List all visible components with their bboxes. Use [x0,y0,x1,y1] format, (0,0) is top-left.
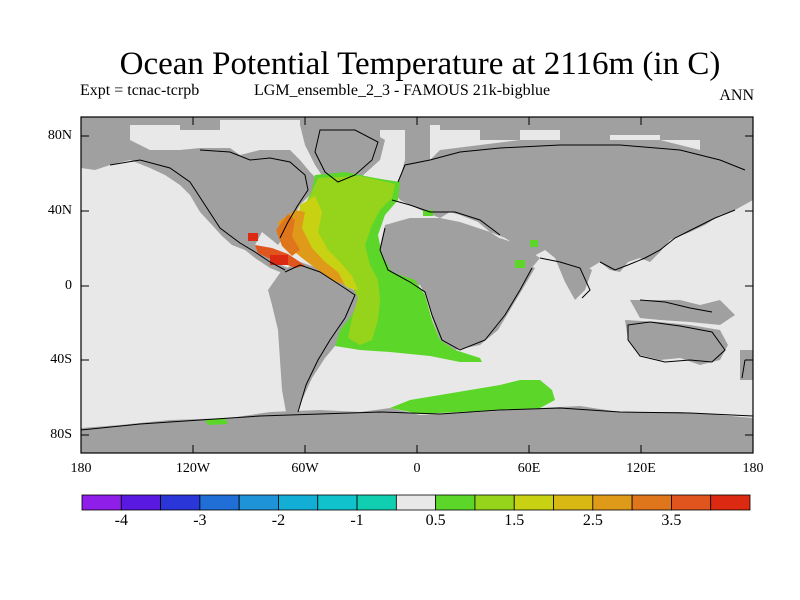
colorbar-swatch [710,494,751,511]
colorbar-label: -4 [114,512,128,529]
caribbean-field-deepred [270,255,288,265]
period-label: ANN [719,87,754,104]
north-america-land [81,140,318,274]
colorbar-swatch [278,494,319,511]
india-land [555,258,592,300]
colorbar-swatch [199,494,240,511]
colorbar-swatch [513,494,554,511]
australia-land [625,320,728,365]
colorbar-swatch [474,494,515,511]
eurasia-land [393,140,753,272]
lon-label-120w: 120W [175,461,211,476]
africa-land [378,218,535,350]
lat-label-80n: 80N [47,128,72,143]
colorbar-swatch [81,494,122,511]
lon-ticks [192,117,642,453]
red-sea-field [530,240,538,247]
lat-label-40s: 40S [50,352,72,367]
colorbar-label: -3 [193,512,207,529]
indonesia-land [630,300,735,325]
experiment-label: Expt = tcnac-tcrpb [80,82,200,99]
southern-ocean-field [390,380,555,414]
arabia-land [500,238,540,270]
chart-title: Ocean Potential Temperature at 2116m (in… [119,46,721,82]
colorbar-swatch [238,494,279,511]
coastlines [81,129,753,431]
colorbar-label: 0.5 [425,512,446,529]
colorbar-swatch [317,494,358,511]
colorbar-swatch [592,494,633,511]
mediterranean-field [423,210,433,216]
atlantic-field-orange [278,210,345,285]
lat-label-40n: 40N [47,203,72,218]
colorbar-label: 2.5 [582,512,603,529]
lon-label-180w: 180 [70,461,92,476]
colorbar-label: -1 [350,512,364,529]
colorbar-label: 1.5 [504,512,525,529]
atlantic-field-yellow [296,196,358,290]
colorbar-swatch [395,494,437,511]
gulf-field-red [248,233,258,241]
colorbar-swatch [120,494,161,511]
atlantic-field-yellowgreen [300,176,395,345]
colorbar [81,494,751,511]
antarctica-land [81,406,753,453]
lat-label-80s: 80S [50,427,72,442]
south-america-land [268,262,362,415]
lon-label-120e: 120E [626,461,656,476]
lon-label-0: 0 [413,461,421,476]
lon-label-60e: 60E [517,461,541,476]
colorbar-swatch [356,494,397,511]
colorbar-label: -2 [271,512,286,529]
colorbar-swatch [631,494,672,511]
arabian-sea-field [515,260,525,268]
lon-label-180e: 180 [742,461,764,476]
lat-ticks [81,135,753,436]
atlantic-field-darkorange [276,214,300,256]
greenland-land [300,125,385,188]
map-area [81,117,753,453]
colorbar-swatch [160,494,201,511]
run-label: LGM_ensemble_2_3 - FAMOUS 21k-bigblue [254,82,551,99]
colorbar-label: 3.5 [661,512,682,529]
colorbar-swatch [553,494,594,511]
lat-label-0: 0 [65,278,72,293]
arctic-land [81,117,753,160]
colorbar-swatch [671,494,712,511]
lon-label-60w: 60W [291,461,319,476]
colorbar-swatch [435,494,476,511]
